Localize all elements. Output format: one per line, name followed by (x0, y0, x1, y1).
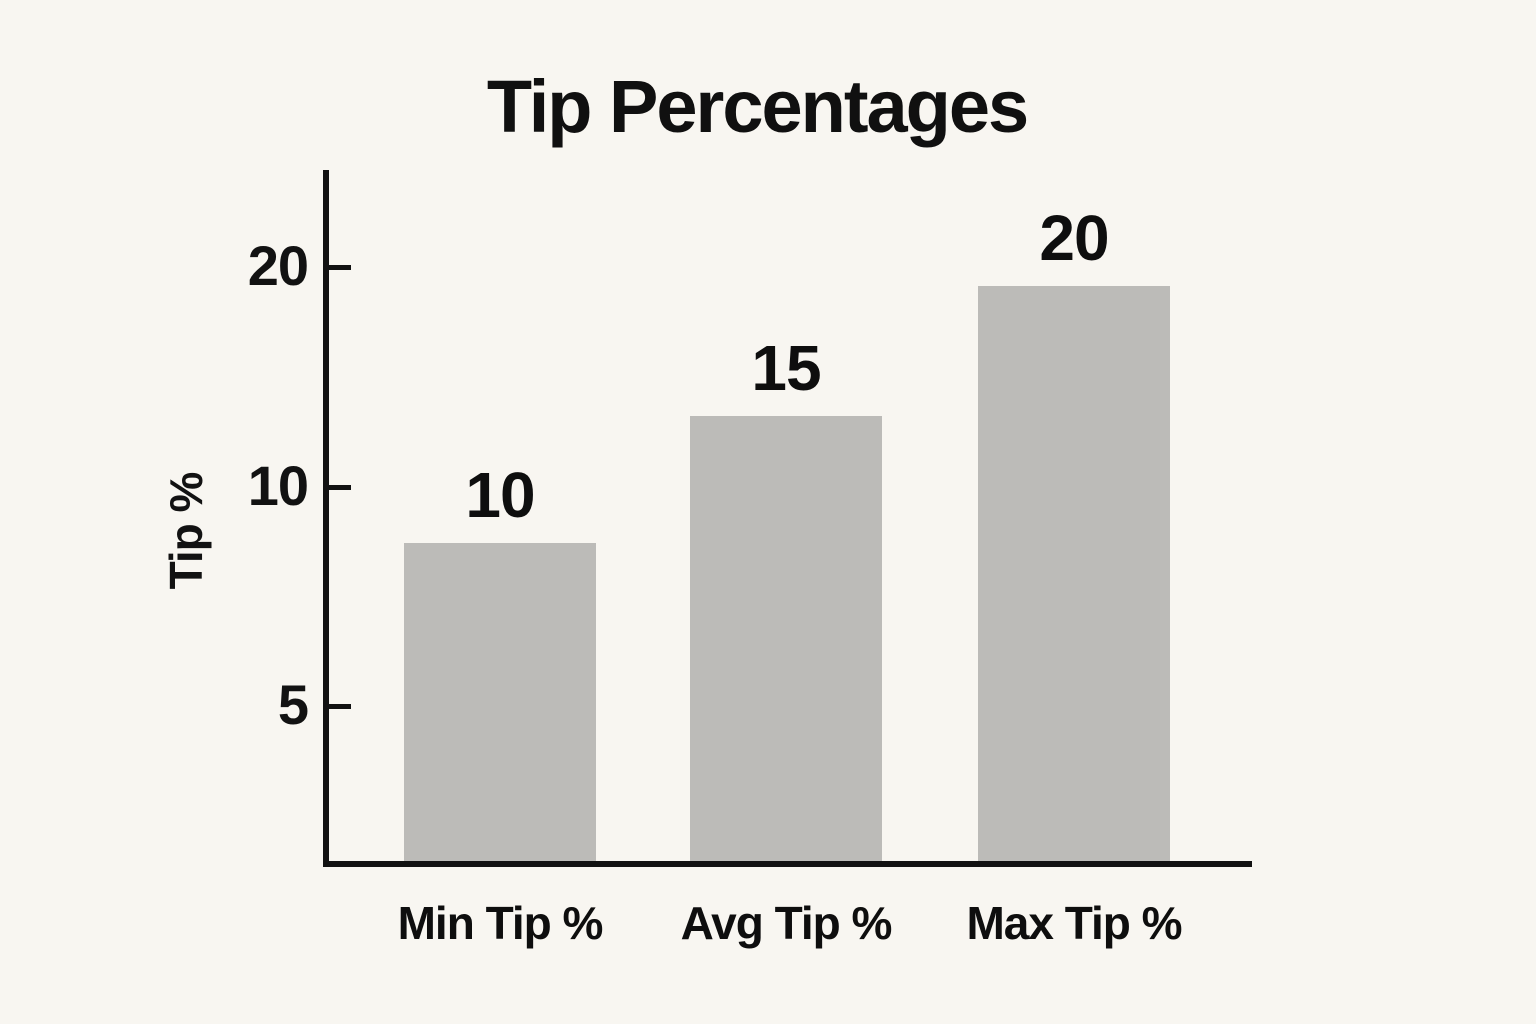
y-tick-10 (329, 485, 351, 490)
bar-avg-tip: 15 (690, 336, 882, 861)
x-category-label-min: Min Tip % (397, 897, 604, 949)
bar-max-value-label: 20 (1039, 202, 1109, 274)
y-axis-line (323, 170, 329, 867)
x-category-label-avg: Avg Tip % (680, 897, 893, 949)
chart-title: Tip Percentages (486, 65, 1029, 148)
x-axis-line (323, 861, 1252, 867)
y-tick-label-5: 5 (277, 673, 309, 737)
y-tick-5 (329, 704, 351, 709)
x-category-label-max: Max Tip % (966, 897, 1182, 949)
bar-max-tip: 20 (978, 206, 1170, 861)
bar-min-value-label: 10 (465, 459, 535, 531)
y-axis-title: Tip % (160, 472, 212, 590)
bar-avg-value-label: 15 (751, 332, 821, 404)
bar-min-tip: 10 (404, 463, 596, 861)
y-tick-label-20: 20 (247, 234, 309, 298)
y-tick-label-10: 10 (247, 454, 309, 518)
y-tick-20 (329, 265, 351, 270)
